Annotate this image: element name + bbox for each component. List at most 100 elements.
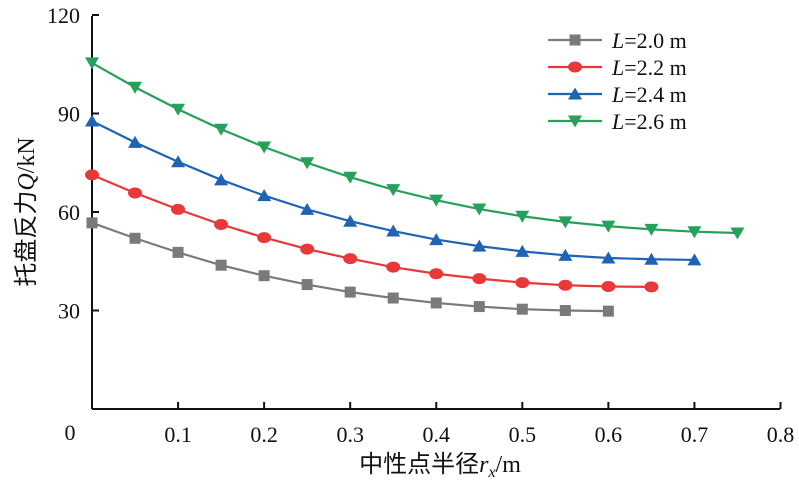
data-point-triangle-down xyxy=(128,81,143,94)
data-point-square xyxy=(430,297,442,309)
data-point-square xyxy=(344,286,356,298)
legend-text: =2.6 m xyxy=(624,109,687,134)
y-axis-title: 托盘反力Q/kN xyxy=(13,137,40,286)
data-point-triangle-up xyxy=(687,253,702,266)
x-tick-label: 0.4 xyxy=(423,422,451,447)
data-point-square xyxy=(516,303,528,315)
data-point-triangle-down xyxy=(386,184,401,197)
data-point-square xyxy=(602,305,614,317)
data-point-triangle-up xyxy=(85,114,99,127)
data-point-circle xyxy=(644,281,659,293)
legend-var: L xyxy=(611,82,624,107)
series-line xyxy=(91,221,609,313)
data-point-triangle-up xyxy=(601,251,616,264)
legend-item: L=2.6 m xyxy=(548,109,687,134)
series-L-2-2-m xyxy=(85,169,659,293)
data-point-triangle-up xyxy=(429,233,444,246)
data-point-circle xyxy=(558,279,573,291)
data-point-triangle-up xyxy=(128,135,143,148)
data-point-triangle-up xyxy=(343,214,358,227)
data-point-square xyxy=(129,232,141,244)
data-point-triangle-up xyxy=(568,87,582,100)
y-tick-label: 120 xyxy=(47,3,80,28)
legend-item: L=2.2 m xyxy=(548,55,687,80)
data-point-triangle-up xyxy=(644,252,659,265)
x-tick-label: 0.8 xyxy=(767,422,795,447)
data-point-circle xyxy=(214,218,229,230)
x-tick-label: 0.3 xyxy=(336,422,364,447)
data-point-circle xyxy=(601,281,616,293)
data-point-square xyxy=(258,270,270,282)
data-point-circle xyxy=(85,169,99,181)
legend-label: L=2.0 m xyxy=(611,28,687,53)
data-point-triangle-up xyxy=(558,248,573,261)
legend-item: L=2.0 m xyxy=(548,28,687,53)
data-point-square xyxy=(215,259,227,271)
data-point-triangle-up xyxy=(515,244,530,257)
legend-var: L xyxy=(611,28,624,53)
series-line xyxy=(91,61,738,235)
data-point-triangle-down xyxy=(257,141,272,154)
data-point-circle xyxy=(171,203,186,215)
data-point-triangle-down xyxy=(171,103,186,116)
legend-item: L=2.4 m xyxy=(548,82,687,107)
legend-label: L=2.2 m xyxy=(611,55,687,80)
data-point-square xyxy=(387,292,399,304)
x-tick-label: 0.1 xyxy=(164,422,192,447)
data-point-circle xyxy=(568,61,582,73)
data-point-triangle-down xyxy=(472,203,487,216)
y-tick-label: 90 xyxy=(58,102,80,127)
data-point-triangle-down xyxy=(300,157,315,170)
data-point-triangle-down xyxy=(730,227,745,240)
data-point-square xyxy=(301,279,313,291)
legend-label: L=2.4 m xyxy=(611,82,687,107)
data-point-triangle-up xyxy=(257,189,272,202)
legend: L=2.0 mL=2.2 mL=2.4 mL=2.6 m xyxy=(548,28,687,134)
data-point-triangle-up xyxy=(472,239,487,252)
legend-label: L=2.6 m xyxy=(611,109,687,134)
data-point-triangle-down xyxy=(568,115,582,128)
x-tick-label: 0.6 xyxy=(595,422,623,447)
data-point-triangle-down xyxy=(687,226,702,239)
series-L-2-0-m xyxy=(86,217,614,317)
data-point-triangle-up xyxy=(300,202,315,215)
data-point-triangle-down xyxy=(644,223,659,236)
data-point-triangle-up xyxy=(171,155,186,168)
data-point-circle xyxy=(429,268,444,280)
data-point-triangle-up xyxy=(386,224,401,237)
x-tick-label: 0.7 xyxy=(681,422,709,447)
x-axis-title: 中性点半径rx/m xyxy=(359,451,521,481)
data-point-triangle-down xyxy=(214,123,229,136)
legend-var: L xyxy=(611,55,624,80)
series-line xyxy=(91,173,652,288)
data-point-triangle-down xyxy=(85,57,99,70)
origin-label: 0 xyxy=(65,420,76,445)
data-point-triangle-up xyxy=(214,173,229,186)
x-tick-label: 0.5 xyxy=(509,422,537,447)
legend-text: =2.2 m xyxy=(624,55,687,80)
data-point-circle xyxy=(343,253,358,265)
data-point-triangle-down xyxy=(601,220,616,233)
data-point-square xyxy=(172,246,184,258)
series-L-2-4-m xyxy=(85,114,702,266)
data-point-square xyxy=(559,305,571,316)
data-point-circle xyxy=(300,243,315,255)
data-point-circle xyxy=(386,261,401,273)
x-tick-label: 0.2 xyxy=(250,422,278,447)
y-tick-label: 60 xyxy=(58,200,80,225)
legend-var: L xyxy=(611,109,624,134)
data-point-triangle-down xyxy=(429,194,444,207)
legend-text: =2.0 m xyxy=(624,28,687,53)
y-tick-label: 30 xyxy=(58,299,80,324)
data-point-triangle-down xyxy=(343,171,358,184)
legend-text: =2.4 m xyxy=(624,82,687,107)
data-point-square xyxy=(569,34,581,46)
data-point-square xyxy=(473,301,485,313)
series-L-2-6-m xyxy=(85,57,745,240)
data-point-circle xyxy=(128,187,143,199)
data-point-triangle-down xyxy=(558,216,573,229)
data-point-circle xyxy=(472,273,487,285)
data-point-circle xyxy=(515,277,530,289)
data-point-circle xyxy=(257,232,272,244)
